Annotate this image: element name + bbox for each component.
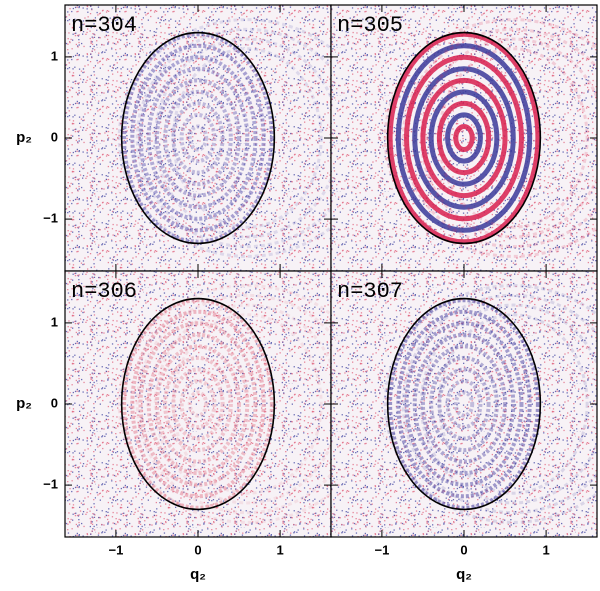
panel-content bbox=[331, 271, 597, 537]
ring bbox=[154, 78, 242, 198]
ring bbox=[146, 332, 250, 476]
outer-ring bbox=[135, 27, 331, 249]
panel-label: n=307 bbox=[337, 279, 403, 304]
outer-ring bbox=[383, 18, 597, 258]
ring bbox=[163, 355, 233, 453]
outer-ring bbox=[383, 284, 597, 524]
x-tick-label: −1 bbox=[108, 542, 123, 557]
ring bbox=[436, 100, 492, 176]
x-axis-label: q₂ bbox=[190, 566, 206, 583]
panel: n=306 −1 0 1 −1 0 1 q₂ p₂ bbox=[16, 270, 332, 583]
ring bbox=[179, 378, 217, 430]
ring bbox=[428, 89, 500, 187]
ring bbox=[130, 43, 266, 233]
energy-contour bbox=[120, 31, 276, 245]
ring bbox=[122, 32, 274, 244]
ring bbox=[420, 344, 508, 464]
outer-ring bbox=[135, 293, 331, 515]
outer-ring bbox=[437, 313, 589, 495]
energy-contour bbox=[120, 297, 276, 511]
x-axis-label: q₂ bbox=[456, 566, 472, 583]
outer-ring bbox=[117, 18, 331, 258]
ring bbox=[187, 124, 209, 152]
energy-contour bbox=[386, 297, 542, 511]
ring bbox=[420, 77, 508, 199]
y-tick-label: 1 bbox=[51, 314, 58, 329]
ring bbox=[171, 101, 225, 175]
y-tick-label: 0 bbox=[51, 395, 58, 410]
ring bbox=[404, 54, 524, 222]
outer-ring bbox=[419, 303, 597, 505]
outer-ring bbox=[171, 47, 323, 229]
ring bbox=[130, 309, 266, 499]
ring bbox=[187, 390, 209, 418]
x-tick-label: 0 bbox=[460, 542, 467, 557]
ring bbox=[163, 89, 233, 187]
outer-ring bbox=[117, 284, 331, 524]
ring bbox=[445, 378, 483, 430]
panel: n=304 −1 0 1 p₂ bbox=[16, 4, 332, 272]
panel-label: n=306 bbox=[71, 279, 137, 304]
y-tick-label: −1 bbox=[43, 477, 58, 492]
outer-ring bbox=[153, 303, 331, 505]
outer-ring bbox=[437, 47, 589, 229]
speckle-fill bbox=[331, 271, 597, 537]
x-tick-label: 1 bbox=[542, 542, 549, 557]
outer-ring bbox=[401, 27, 597, 249]
ring bbox=[154, 344, 242, 464]
panel: n=305 bbox=[330, 4, 598, 272]
ring bbox=[179, 112, 217, 164]
x-tick-label: −1 bbox=[374, 542, 389, 557]
speckle-fill bbox=[331, 5, 597, 271]
ring bbox=[412, 332, 516, 476]
ring bbox=[395, 43, 533, 233]
y-tick-label: 0 bbox=[51, 129, 58, 144]
ring bbox=[453, 123, 475, 153]
y-tick-label: −1 bbox=[43, 211, 58, 226]
panel-content bbox=[331, 5, 597, 271]
panel-content bbox=[65, 5, 331, 271]
outer-ring bbox=[401, 293, 597, 515]
ring bbox=[388, 298, 540, 510]
ring bbox=[437, 367, 491, 441]
outer-ring bbox=[171, 313, 323, 495]
ring bbox=[138, 321, 258, 487]
y-axis-label: p₂ bbox=[16, 395, 32, 412]
outer-ring bbox=[419, 37, 597, 239]
energy-contour bbox=[386, 31, 542, 245]
ring bbox=[396, 309, 532, 499]
x-tick-label: 0 bbox=[194, 542, 201, 557]
panel: n=307 −1 0 1 q₂ bbox=[330, 270, 598, 583]
ring bbox=[146, 66, 250, 210]
y-tick-label: 1 bbox=[51, 48, 58, 63]
panel-label: n=305 bbox=[337, 13, 403, 38]
ring bbox=[122, 298, 274, 510]
y-axis-label: p₂ bbox=[16, 129, 32, 146]
outer-ring bbox=[153, 37, 331, 239]
ring bbox=[445, 112, 483, 164]
speckle-fill bbox=[65, 5, 331, 271]
ring bbox=[453, 390, 475, 418]
ring bbox=[138, 55, 258, 221]
ring bbox=[171, 367, 225, 441]
x-tick-label: 1 bbox=[276, 542, 283, 557]
speckle-fill bbox=[65, 271, 331, 537]
ring bbox=[387, 31, 541, 245]
panel-content bbox=[65, 271, 331, 537]
panel-label: n=304 bbox=[71, 13, 137, 38]
ring bbox=[429, 355, 499, 453]
ring bbox=[404, 321, 524, 487]
ring bbox=[412, 66, 516, 210]
